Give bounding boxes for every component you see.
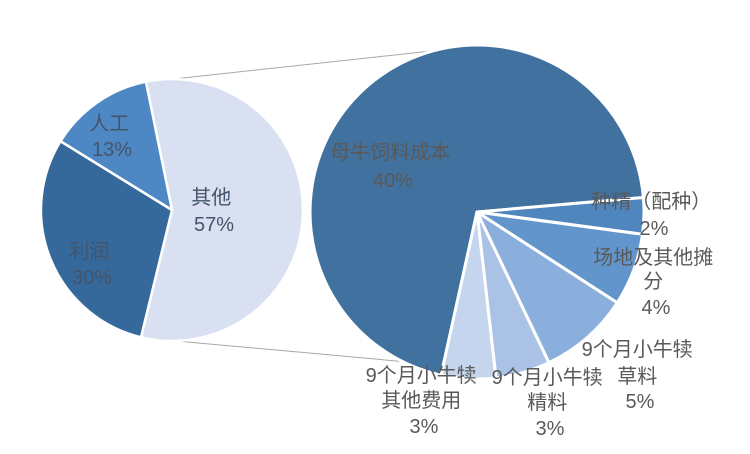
label-calf-other-costs: 9个月小牛犊 其他费用 3% <box>366 364 483 438</box>
label-site-share: 场地及其他摊 分 4% <box>593 246 719 319</box>
secondary-pie-slice-3 <box>475 210 619 365</box>
secondary-pie-slice-0 <box>308 43 645 377</box>
label-calf-forage: 9个月小牛犊 草料 5% <box>582 338 699 413</box>
label-breeding-semen: 种精（配种） 2% <box>591 190 717 240</box>
primary-pie <box>39 77 305 343</box>
label-labor: 人工 13% <box>89 112 135 161</box>
label-profit: 利润 30% <box>69 240 115 289</box>
primary-pie-slice-2 <box>59 80 174 212</box>
secondary-pie <box>308 43 646 381</box>
label-calf-concentrate: 9个月小牛犊 精料 3% <box>492 366 609 440</box>
label-cow-feed-cost: 母牛饲料成本 40% <box>330 141 456 192</box>
primary-pie-slice-0 <box>139 77 305 343</box>
label-other: 其他 57% <box>191 186 237 236</box>
secondary-pie-slice-5 <box>439 210 498 381</box>
series-connector-line-top <box>145 45 478 83</box>
